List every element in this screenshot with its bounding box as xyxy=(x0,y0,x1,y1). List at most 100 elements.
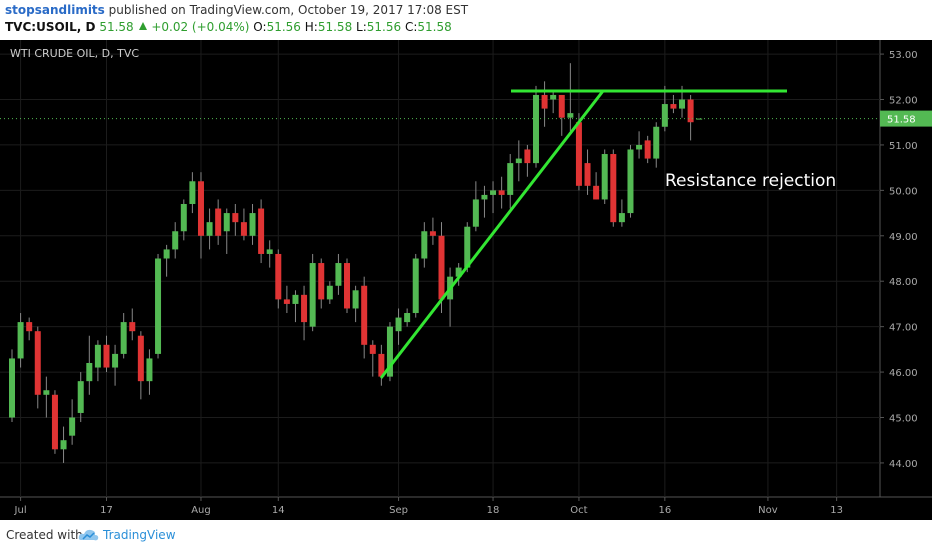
quote-label: O: xyxy=(253,20,267,34)
header: stopsandlimits published on TradingView.… xyxy=(0,0,932,40)
author[interactable]: stopsandlimits xyxy=(5,3,105,17)
chart-title: WTI CRUDE OIL, D, TVC xyxy=(10,47,139,60)
quote-value: 51.56 xyxy=(366,20,402,34)
quote-label: L: xyxy=(356,20,367,34)
candle-body xyxy=(679,99,686,109)
brand[interactable]: TradingView xyxy=(103,528,176,542)
candle-body xyxy=(532,94,539,164)
annotation: Resistance rejection xyxy=(665,171,836,191)
candle-body xyxy=(215,208,222,236)
candle-body xyxy=(189,181,196,204)
quote-label: H: xyxy=(304,20,318,34)
candle-body xyxy=(326,285,333,300)
candle-body xyxy=(644,140,651,159)
candle-body xyxy=(610,154,617,223)
candle-body xyxy=(429,231,436,236)
x-tick-label: 13 xyxy=(830,505,843,516)
last-price-label: 51.58 xyxy=(887,115,916,126)
candle-body xyxy=(438,235,445,300)
candle-body xyxy=(661,104,668,127)
candle-body xyxy=(550,94,557,100)
candle-body xyxy=(524,149,531,164)
candle-body xyxy=(515,158,522,164)
candle-body xyxy=(309,263,316,327)
y-tick-label: 44.00 xyxy=(889,459,918,470)
trend-line xyxy=(379,90,605,379)
candle-body xyxy=(421,231,428,259)
candle-body xyxy=(275,253,282,300)
candle-body xyxy=(455,267,462,277)
published: published on TradingView.com, October 19… xyxy=(108,3,469,17)
candle-body xyxy=(558,94,565,118)
y-tick-label: 52.00 xyxy=(889,96,918,107)
candle-body xyxy=(60,440,67,450)
candle-body xyxy=(335,263,342,286)
candle-body xyxy=(155,258,162,354)
x-tick-label: Jul xyxy=(14,505,27,516)
candle-body xyxy=(43,390,50,395)
candle-body xyxy=(636,144,643,150)
quote-line: TVC:USOIL, D 51.58 +0.02 (+0.04%) O:51.5… xyxy=(5,20,452,34)
created-with: Created with xyxy=(6,528,83,542)
candle-body xyxy=(172,231,179,250)
y-tick-label: 45.00 xyxy=(889,414,918,425)
y-tick-label: 47.00 xyxy=(889,323,918,334)
candle-body xyxy=(670,104,677,109)
candle-body xyxy=(386,326,393,377)
candle-body xyxy=(129,322,136,332)
candle-body xyxy=(601,154,608,200)
y-tick-label: 53.00 xyxy=(889,50,918,61)
candle-body xyxy=(575,122,582,186)
candle-body xyxy=(301,294,308,323)
up-arrow xyxy=(138,22,147,30)
candle-body xyxy=(481,194,488,200)
candle-body xyxy=(163,249,170,259)
candle-body xyxy=(627,149,634,214)
candle-body xyxy=(412,258,419,314)
y-tick-label: 46.00 xyxy=(889,368,918,379)
candle-body xyxy=(378,353,385,377)
y-tick-label: 51.00 xyxy=(889,141,918,152)
x-tick-label: Oct xyxy=(570,505,587,516)
candle-body xyxy=(266,249,273,254)
tv-logo[interactable] xyxy=(78,527,100,543)
candle-body xyxy=(404,313,411,323)
candle-body xyxy=(593,185,600,200)
quote-value: 51.56 xyxy=(266,20,301,34)
candle-body xyxy=(77,381,84,413)
candle-body xyxy=(120,322,127,354)
candle-body xyxy=(26,322,33,332)
quote-value: 51.58 xyxy=(417,20,452,34)
candle-body xyxy=(180,203,187,232)
candle-body xyxy=(232,213,239,223)
candle-body xyxy=(472,199,479,227)
candle-body xyxy=(541,94,548,109)
candle-body xyxy=(51,394,58,450)
candle-body xyxy=(86,362,93,382)
chart: WTI CRUDE OIL, D, TVC Resistance rejecti… xyxy=(0,40,932,520)
candle-body xyxy=(369,344,376,354)
candle-body xyxy=(249,213,256,236)
candle-body xyxy=(69,417,76,436)
candle-body xyxy=(292,294,299,304)
x-tick-label: 18 xyxy=(487,505,500,516)
candle-body xyxy=(507,163,514,195)
candle-body xyxy=(490,190,497,195)
candle-body xyxy=(498,190,505,195)
y-tick-label: 48.00 xyxy=(889,277,918,288)
candle-body xyxy=(464,226,471,268)
quote-value: 51.58 xyxy=(317,20,353,34)
candle-body xyxy=(395,317,402,332)
candle-body xyxy=(653,126,660,159)
publish-line: stopsandlimits published on TradingView.… xyxy=(5,3,468,17)
candle-body xyxy=(352,290,359,309)
candle-body xyxy=(137,335,144,382)
candle-body xyxy=(17,322,24,359)
x-tick-label: Aug xyxy=(191,505,211,516)
footer: Created with TradingView xyxy=(0,520,932,550)
candle-body xyxy=(206,222,213,236)
x-tick-label: 17 xyxy=(100,505,113,516)
y-tick-label: 49.00 xyxy=(889,232,918,243)
ohlc: O:51.56 H:51.58 L:51.56 C:51.58 xyxy=(253,20,451,34)
